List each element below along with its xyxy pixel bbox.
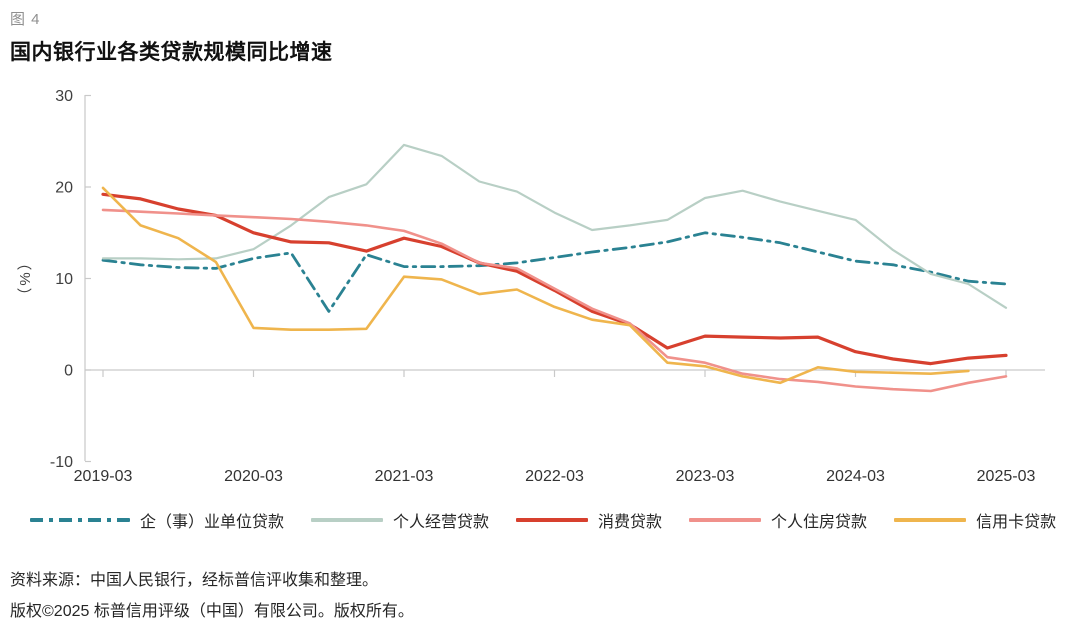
legend-item-4: 信用卡贷款: [894, 508, 1056, 532]
legend-label: 个人住房贷款: [771, 514, 868, 531]
legend-item-3: 个人住房贷款: [689, 508, 867, 532]
source-note: 资料来源：中国人民银行，经标普信评收集和整理。: [10, 572, 379, 589]
x-axis-tick-label: 2022-03: [525, 468, 584, 485]
legend-label: 个人经营贷款: [393, 514, 490, 531]
legend-line-sample: [516, 518, 589, 522]
legend-line-sample: [894, 518, 967, 522]
figure-number-label: 图 4: [10, 11, 41, 28]
series-line-消费贷款: [101, 192, 1008, 366]
legend-item-0: 企（事）业单位贷款: [30, 508, 284, 532]
legend-item-2: 消费贷款: [516, 508, 662, 532]
legend-line-sample: [311, 518, 384, 522]
y-axis-tick-label: 20: [55, 180, 73, 197]
legend-item-1: 个人经营贷款: [311, 508, 489, 532]
x-axis-tick-label: 2019-03: [74, 468, 133, 485]
legend-label: 信用卡贷款: [976, 514, 1057, 531]
x-axis-tick-label: 2023-03: [676, 468, 735, 485]
legend-label: 企（事）业单位贷款: [140, 514, 285, 531]
y-axis-tick-label: 0: [64, 363, 73, 380]
x-axis-tick-label: 2020-03: [224, 468, 283, 485]
legend-label: 消费贷款: [598, 514, 663, 531]
y-axis-tick-label: 10: [55, 271, 73, 288]
x-axis-tick-label: 2024-03: [826, 468, 885, 485]
series-line-企（事）业单位贷款: [101, 231, 1008, 313]
series-line-个人住房贷款: [101, 208, 1008, 393]
chart-title: 国内银行业各类贷款规模同比增速: [10, 41, 333, 64]
series-line-信用卡贷款: [101, 186, 970, 385]
legend-line-sample: [689, 518, 762, 522]
chart-legend: 企（事）业单位贷款 个人经营贷款 消费贷款 个人住房贷款 信用卡贷款: [30, 508, 1060, 532]
x-axis-tick-label: 2021-03: [375, 468, 434, 485]
series-line-个人经营贷款: [101, 143, 1008, 309]
y-axis-tick-label: 30: [55, 88, 73, 105]
copyright-note: 版权©2025 标普信用评级（中国）有限公司。版权所有。: [10, 603, 414, 620]
legend-line-sample: [30, 518, 130, 522]
y-axis-title: （%）: [17, 253, 34, 302]
y-axis-tick-label: -10: [50, 454, 73, 471]
x-axis-tick-label: 2025-03: [977, 468, 1036, 485]
